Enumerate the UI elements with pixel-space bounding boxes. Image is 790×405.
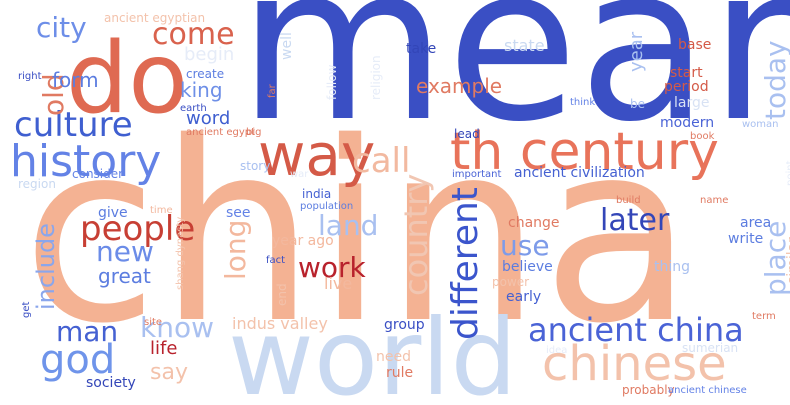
- cloud-word-th-century: th century: [450, 122, 719, 182]
- cloud-word-time: time: [150, 205, 173, 216]
- cloud-word-probably: probably: [622, 383, 675, 397]
- cloud-word-example: example: [416, 74, 503, 98]
- cloud-word-modern: modern: [660, 115, 715, 131]
- cloud-word-see: see: [226, 205, 251, 221]
- cloud-word-story: story: [240, 159, 271, 173]
- cloud-word-sumerian: sumerian: [682, 341, 739, 355]
- cloud-word-come: come: [152, 17, 235, 52]
- cloud-word-base: base: [678, 37, 712, 53]
- cloud-word-war: war: [290, 169, 309, 180]
- cloud-word-new: new: [96, 235, 154, 268]
- cloud-word-form: form: [52, 68, 99, 92]
- cloud-word-india: india: [302, 187, 332, 201]
- cloud-word-country: country: [397, 173, 435, 296]
- cloud-word-china: china: [22, 90, 694, 378]
- cloud-word-king: king: [180, 78, 223, 102]
- cloud-word-site: site: [144, 317, 163, 328]
- cloud-word-big: big: [246, 127, 262, 138]
- cloud-word-term: term: [752, 311, 776, 322]
- cloud-word-shang-dynasty: shang dynasty: [175, 216, 186, 290]
- cloud-word-fact: fact: [266, 255, 286, 266]
- cloud-word-change: change: [508, 215, 560, 231]
- cloud-word-earth: earth: [180, 103, 207, 114]
- cloud-word-give: give: [98, 205, 128, 221]
- cloud-word-chinese: chinese: [542, 336, 727, 392]
- cloud-word-period: period: [664, 79, 709, 95]
- cloud-word-ancient-china: ancient china: [528, 311, 744, 349]
- cloud-word-point: point: [785, 160, 790, 186]
- cloud-word-need: need: [376, 349, 411, 365]
- cloud-word-write: write: [728, 231, 764, 247]
- cloud-word-get: get: [21, 301, 32, 318]
- cloud-word-woman: woman: [742, 119, 779, 130]
- cloud-word-call: call: [352, 141, 411, 181]
- cloud-word-far: far: [267, 84, 278, 98]
- cloud-word-population: population: [300, 201, 354, 212]
- cloud-word-include: include: [32, 223, 60, 310]
- cloud-word-ancient-chinese: ancient chinese: [668, 385, 747, 396]
- cloud-word-region: region: [18, 177, 56, 191]
- cloud-word-create: create: [186, 67, 225, 81]
- cloud-word-work: work: [298, 251, 366, 284]
- cloud-word-name: name: [700, 195, 729, 206]
- cloud-word-ancient-egypt: ancient egypt: [186, 127, 256, 138]
- cloud-word-city: city: [36, 11, 87, 44]
- cloud-word-idea: idea: [546, 345, 568, 356]
- cloud-word-land: land: [318, 209, 379, 242]
- cloud-word-build: build: [616, 195, 641, 206]
- cloud-word-ancient-civilization: ancient civilization: [514, 165, 645, 181]
- cloud-word-start: start: [670, 65, 703, 81]
- cloud-word-end: end: [275, 283, 289, 306]
- cloud-word-begin: begin: [184, 44, 235, 65]
- cloud-word-today: today: [759, 40, 790, 120]
- cloud-word-consider: consider: [72, 167, 124, 181]
- cloud-word-know: know: [140, 311, 214, 344]
- cloud-word-early: early: [506, 289, 542, 305]
- cloud-word-book: book: [690, 131, 715, 142]
- cloud-word-word: word: [186, 108, 231, 129]
- cloud-word-different: different: [445, 187, 486, 340]
- cloud-word-people: people: [80, 209, 196, 249]
- cloud-word-take: take: [406, 41, 437, 57]
- cloud-word-power: power: [492, 275, 530, 289]
- cloud-word-world: world: [228, 297, 518, 405]
- cloud-word-life: life: [150, 338, 178, 359]
- cloud-word-long: long: [219, 219, 252, 280]
- cloud-word-religion: religion: [369, 55, 383, 100]
- cloud-word-well: well: [279, 32, 295, 60]
- cloud-word-way: way: [258, 121, 376, 189]
- cloud-word-area: area: [740, 215, 772, 231]
- cloud-word-great: great: [98, 264, 151, 288]
- cloud-word-society: society: [86, 375, 136, 391]
- cloud-word-lead: lead: [454, 127, 480, 141]
- cloud-word-ancient-egyptian: ancient egyptian: [104, 11, 206, 25]
- cloud-word-important: important: [452, 169, 502, 180]
- cloud-word-right: right: [18, 71, 42, 82]
- cloud-word-group: group: [384, 317, 425, 333]
- cloud-word-state: state: [504, 36, 545, 55]
- cloud-word-do: do: [66, 22, 189, 136]
- cloud-word-history: history: [10, 136, 162, 187]
- cloud-word-indus-valley: indus valley: [232, 314, 328, 333]
- cloud-word-culture: culture: [14, 105, 133, 145]
- cloud-word-later: later: [600, 203, 670, 238]
- cloud-word-similar: similar: [785, 237, 790, 284]
- cloud-word-mean: mean: [238, 0, 790, 169]
- cloud-word-say: say: [150, 360, 188, 385]
- cloud-word-god: god: [40, 337, 116, 383]
- cloud-word-be: be: [630, 97, 645, 111]
- cloud-word-man: man: [56, 315, 119, 348]
- cloud-word-large: large: [674, 95, 710, 111]
- cloud-word-rule: rule: [386, 365, 414, 381]
- cloud-word-year: year: [626, 31, 647, 72]
- cloud-word-year-ago: year ago: [272, 233, 334, 249]
- cloud-word-follow: follow: [325, 64, 339, 100]
- cloud-word-think: think: [570, 97, 596, 108]
- cloud-word-use: use: [500, 229, 550, 262]
- cloud-word-live: live: [324, 274, 353, 293]
- cloud-word-believe: believe: [502, 259, 553, 275]
- cloud-word-thing: thing: [654, 259, 691, 275]
